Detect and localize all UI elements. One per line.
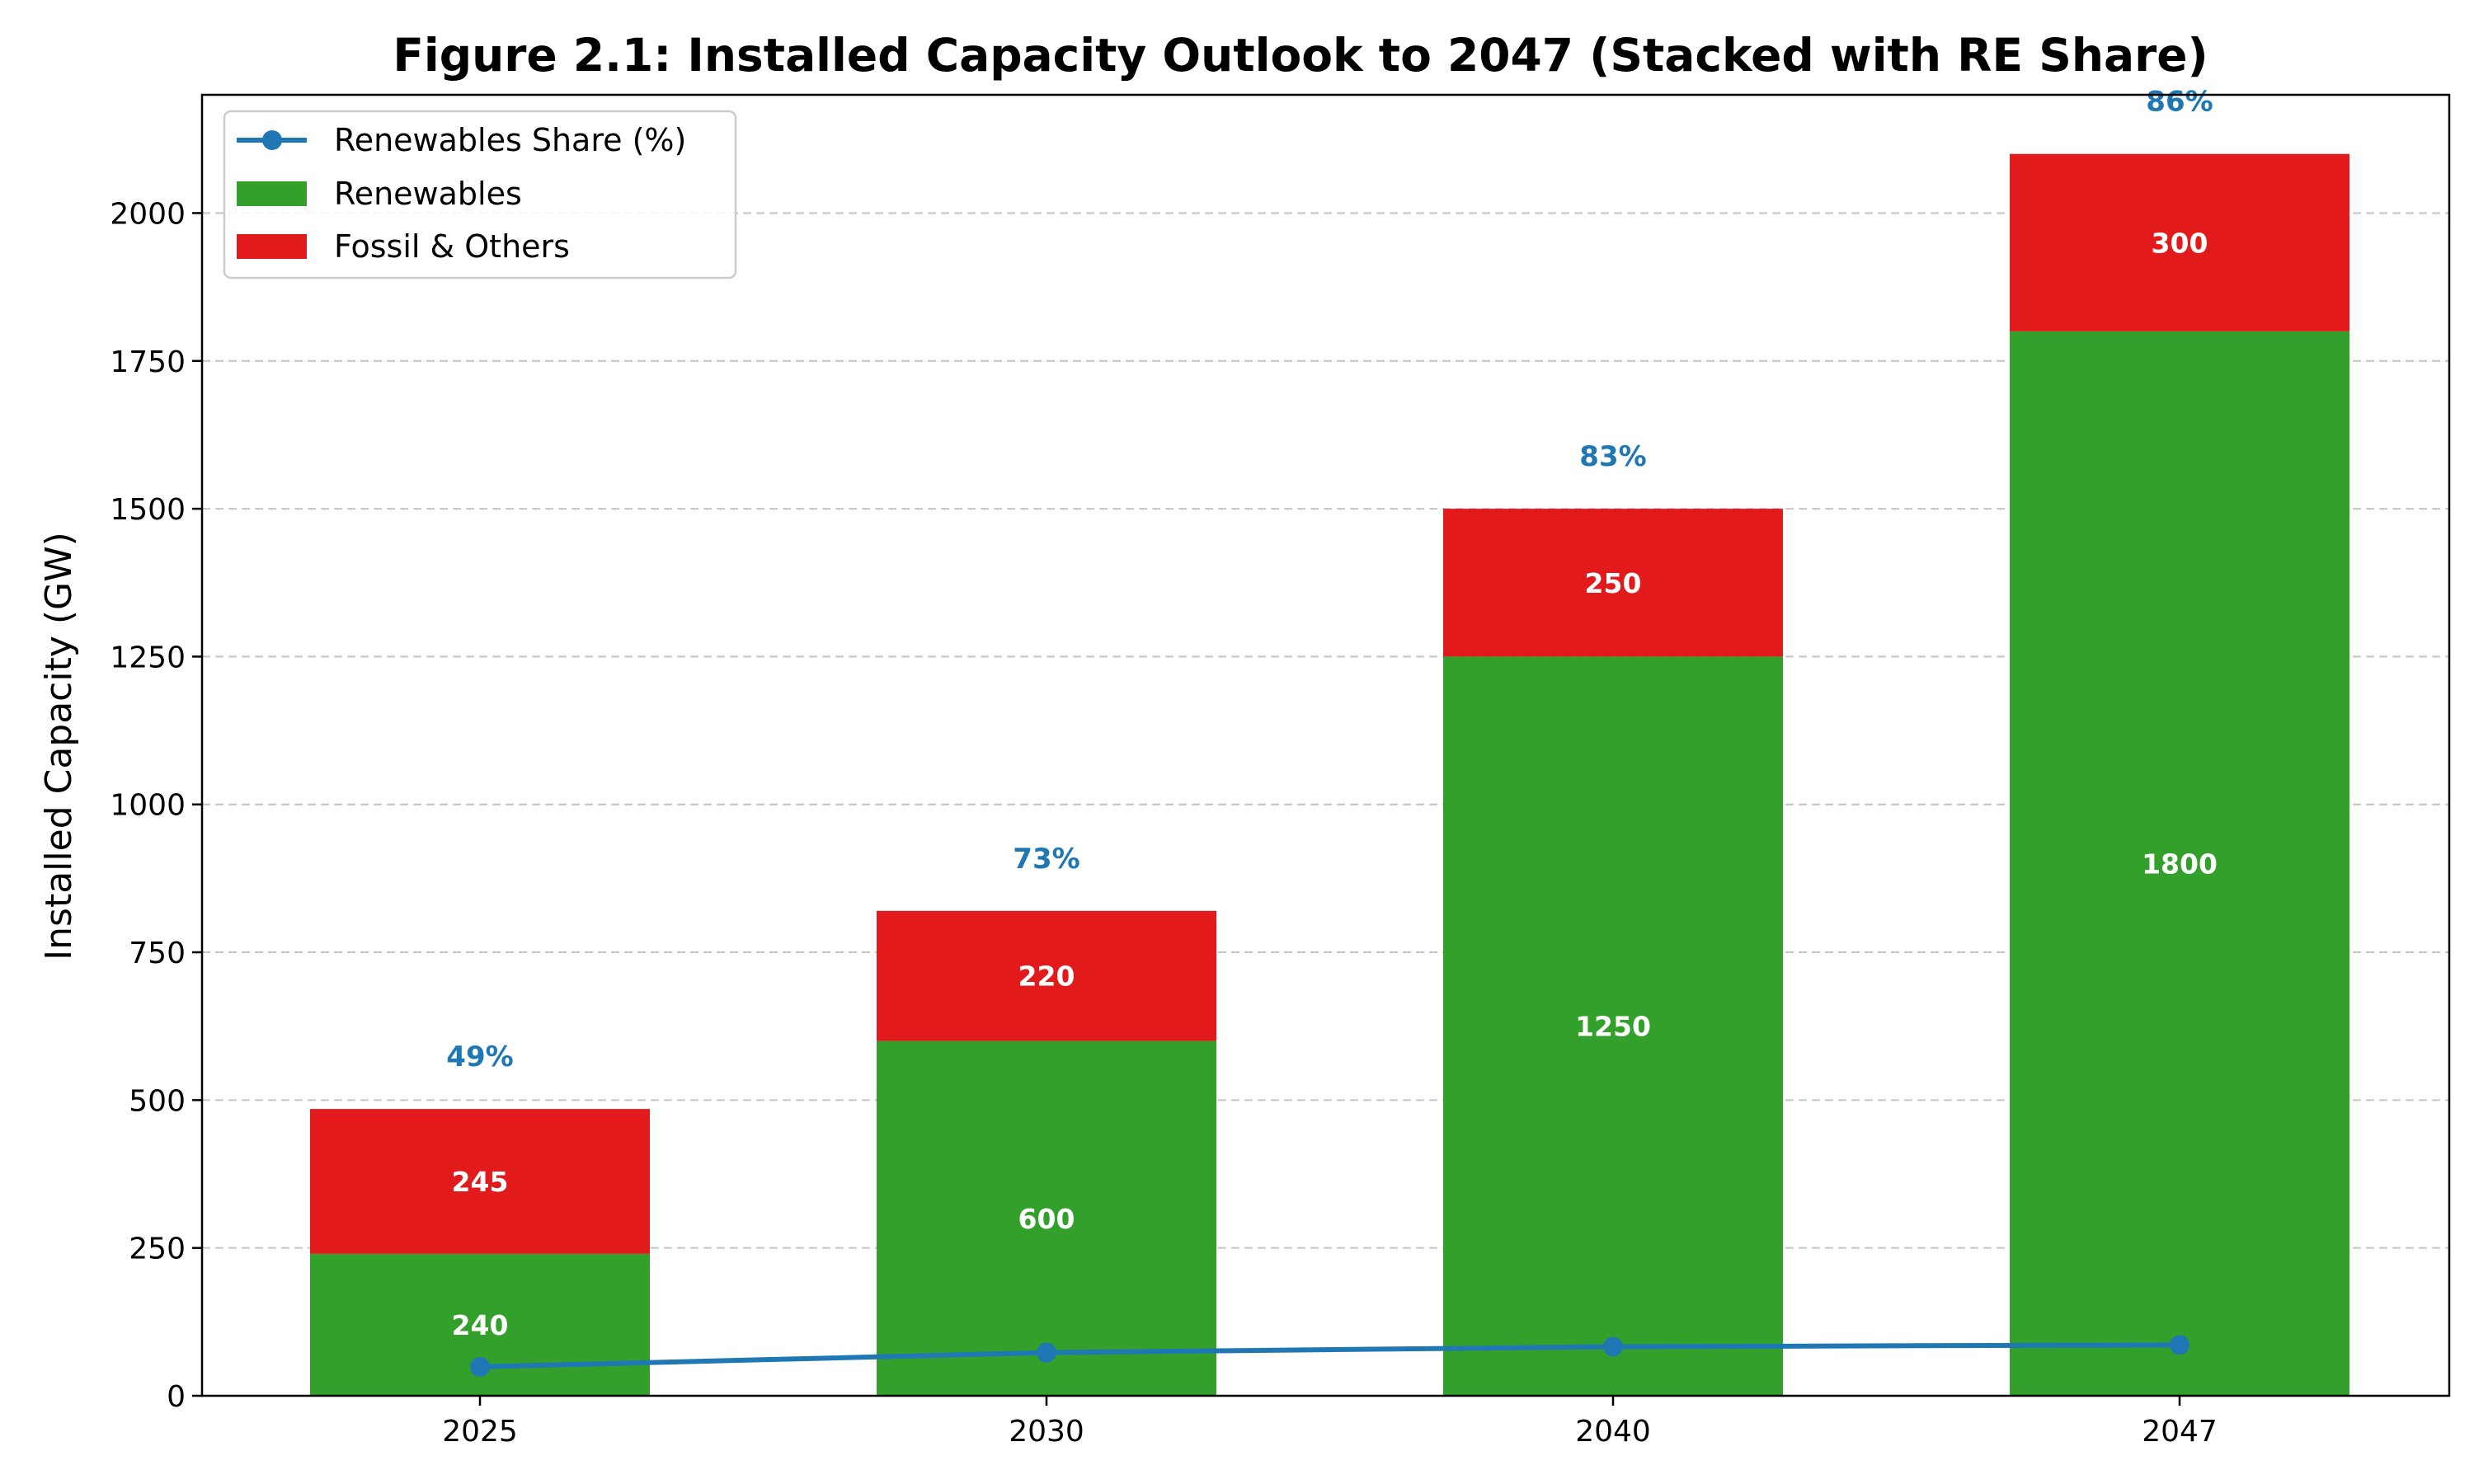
x-tick-label: 2040 <box>1575 1415 1651 1449</box>
bar-fossil <box>310 1109 650 1254</box>
y-tick-label: 1250 <box>110 641 186 674</box>
bar-labels: 240 600 1250 1800 245 220 250 300 <box>452 227 2218 1341</box>
share-label: 83% <box>1579 440 1646 473</box>
share-label: 73% <box>1013 843 1079 876</box>
share-point <box>470 1356 490 1377</box>
y-tick-label: 250 <box>129 1233 186 1266</box>
bar-label-fossil: 300 <box>2152 227 2208 259</box>
bar-label-renewables: 1800 <box>2142 848 2218 880</box>
x-tick-label: 2030 <box>1009 1415 1084 1449</box>
bar-fossil <box>2010 153 2349 331</box>
bar-label-fossil: 250 <box>1585 567 1642 599</box>
legend-swatch-fossil <box>237 234 307 259</box>
bar-label-renewables: 600 <box>1018 1203 1075 1235</box>
share-point <box>1603 1336 1623 1357</box>
legend-swatch-renewables <box>237 181 307 206</box>
share-labels: 49% 73% 83% 86% <box>446 86 2213 1073</box>
legend-label-fossil: Fossil & Others <box>334 228 570 265</box>
bar-renewables <box>877 1040 1216 1396</box>
bar-renewables <box>1443 656 1783 1396</box>
plot-frame <box>200 93 2451 1397</box>
bar-fossil <box>1443 509 1783 657</box>
bar-fossil <box>877 910 1216 1041</box>
y-axis: 0 250 500 750 1000 1250 1500 1750 2000 <box>110 197 202 1414</box>
x-axis: 2025 2030 2040 2047 <box>442 1396 2218 1449</box>
bar-label-renewables: 1250 <box>1575 1011 1651 1043</box>
bar-label-renewables: 240 <box>452 1309 509 1341</box>
bar-label-fossil: 220 <box>1018 960 1075 993</box>
y-tick-label: 2000 <box>110 197 186 231</box>
y-tick-label: 500 <box>129 1084 186 1118</box>
bars <box>310 153 2349 1397</box>
share-line <box>470 1335 2189 1377</box>
bar-renewables <box>2010 331 2349 1397</box>
legend-marker-swatch <box>262 130 282 150</box>
y-tick-label: 750 <box>129 937 186 970</box>
x-tick-label: 2047 <box>2142 1415 2218 1449</box>
share-point <box>2170 1335 2189 1355</box>
legend-frame <box>223 110 737 279</box>
y-axis-label: Installed Capacity (GW) <box>38 532 80 960</box>
share-point <box>1037 1342 1056 1363</box>
legend-label-share: Renewables Share (%) <box>334 122 686 158</box>
y-tick-label: 0 <box>167 1380 186 1414</box>
y-tick-label: 1500 <box>110 493 186 527</box>
chart-title: Figure 2.1: Installed Capacity Outlook t… <box>393 29 2208 82</box>
legend: Renewables Share (%) Renewables Fossil &… <box>223 110 737 279</box>
bar-label-fossil: 245 <box>452 1166 509 1198</box>
share-label: 49% <box>446 1040 513 1073</box>
legend-label-renewables: Renewables <box>334 176 522 212</box>
share-label: 86% <box>2146 86 2213 119</box>
y-tick-label: 1750 <box>110 345 186 379</box>
share-line-path <box>479 1342 2180 1369</box>
x-tick-label: 2025 <box>442 1415 518 1449</box>
y-tick-label: 1000 <box>110 789 186 823</box>
